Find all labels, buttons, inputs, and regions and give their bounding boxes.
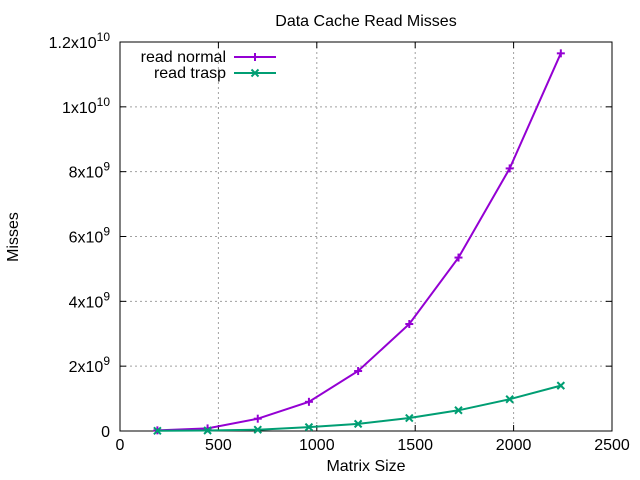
data-point [556,381,566,390]
y-tick-label-exponent: 9 [103,160,110,174]
y-tick-label-mantissa: 1x10 [62,100,97,117]
data-point [253,414,262,423]
data-point [203,426,212,435]
data-point [153,426,162,436]
x-tick-label: 1000 [299,437,335,454]
x-tick-label: 0 [116,437,125,454]
legend-label: read trasp [154,65,226,82]
data-point [253,425,262,434]
y-tick-label-exponent: 10 [97,30,111,44]
x-tick-label: 2000 [496,437,532,454]
y-tick-label-mantissa: 1.2x10 [49,35,97,52]
chart-title: Data Cache Read Misses [275,13,456,30]
y-axis-label: Misses [5,212,22,262]
series [153,49,566,436]
y-tick-label-exponent: 9 [103,289,110,303]
data-point [353,419,363,429]
data-point [354,367,363,376]
data-point [505,395,514,404]
x-tick-label: 2500 [594,437,630,454]
y-tick-label: 1.2x1010 [49,30,111,52]
y-tick-label: 6x109 [69,225,111,247]
y-tick-label: 8x109 [69,160,111,182]
legend-marker [251,53,259,61]
y-tick-label: 4x109 [69,289,111,311]
legend-entry: read trasp [154,65,276,82]
y-tick-label: 2x109 [69,354,111,376]
data-point [405,320,414,329]
y-tick-label-mantissa: 2x10 [69,359,104,376]
data-point [505,164,514,173]
series-read-trasp [153,381,566,436]
grid [120,42,612,431]
legend-label: read normal [141,49,226,66]
y-tick-label-exponent: 9 [103,354,110,368]
data-point [405,413,414,423]
y-tick-label: 1x1010 [62,95,110,117]
y-tick-label-mantissa: 4x10 [69,294,104,311]
x-tick-label: 500 [205,437,232,454]
legend-marker [250,68,260,78]
y-tick-label-mantissa: 6x10 [69,230,104,247]
data-point [454,253,463,262]
axis-ticks: 0 500 1000 1500 2000 250002x1094x1096x1098x10… [49,30,630,454]
data-point [556,49,565,58]
y-tick-label-exponent: 10 [97,95,111,109]
x-axis-label: Matrix Size [326,458,405,475]
y-tick-label-mantissa: 8x10 [69,165,104,182]
y-tick-label-exponent: 9 [103,225,110,239]
data-point [304,397,313,406]
x-tick-label: 1500 [397,437,433,454]
y-tick-label: 0 [101,424,110,441]
data-point [304,422,314,432]
legend-entry: read normal [141,49,276,66]
series-read-normal [153,49,565,435]
data-point [454,406,463,415]
